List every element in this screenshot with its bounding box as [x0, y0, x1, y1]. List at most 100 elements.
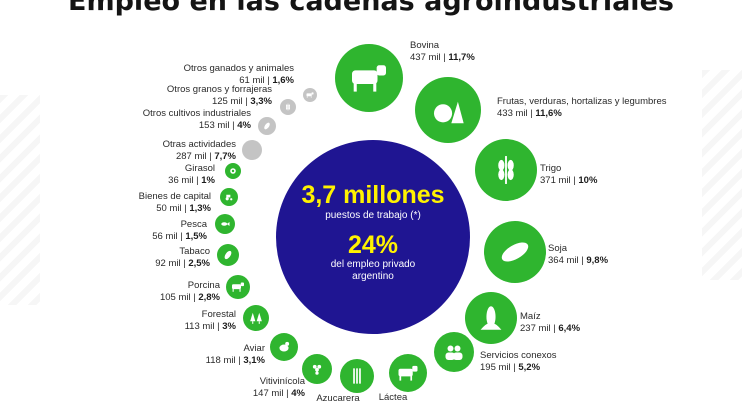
private-share-caption-2: argentino — [283, 271, 463, 283]
bubble-name: Otros cultivos industriales — [143, 108, 251, 120]
bubble-name: Maíz — [520, 311, 580, 323]
bubble-amount: 118 mil — [206, 355, 236, 366]
bubble-name: Aviar — [206, 343, 265, 355]
bubble-name: Forestal — [185, 309, 236, 321]
bubble-value: 50 mil | 1,3% — [139, 203, 211, 215]
sugarcane-icon — [353, 368, 361, 383]
bubble-amount: 92 mil — [155, 258, 180, 269]
bubble-amount: 113 mil — [185, 321, 215, 332]
bubble-amount: 56 mil — [152, 231, 177, 242]
bubble-share: 11,6% — [535, 108, 561, 119]
bubble-share: 1,6% — [272, 75, 294, 86]
bubble-share: 11,7% — [448, 52, 474, 63]
bubble-share: 3% — [222, 321, 236, 332]
bubble-amount: 105 mil — [160, 292, 191, 303]
bubble-17 — [242, 140, 262, 160]
bubble-share: 7,7% — [214, 151, 236, 162]
bubble-share: 9,8% — [586, 255, 608, 266]
bubble-share: 1% — [201, 175, 215, 186]
bubble-share: 5,2% — [518, 362, 540, 373]
private-share: 24% — [283, 231, 463, 259]
bubble-name: Bienes de capital — [139, 191, 211, 203]
bubble-value: 125 mil | 3,3% — [167, 96, 272, 108]
bubble-share: 1,3% — [189, 203, 211, 214]
bubble-share: 10% — [578, 175, 597, 186]
bubble-label-2: Frutas, verduras, hortalizas y legumbres… — [497, 96, 666, 119]
bubble-amount: 364 mil — [548, 255, 579, 266]
bubble-name: Tabaco — [155, 246, 210, 258]
bubble-name: Pesca — [152, 219, 207, 231]
bubble-name: Vitivinícola — [253, 376, 305, 388]
bubble-name: Trigo — [540, 163, 597, 175]
bubble-11 — [243, 305, 269, 331]
bubble-value: 195 mil | 5,2% — [480, 362, 557, 374]
bubble-amount: 50 mil — [156, 203, 181, 214]
total-jobs-caption: puestos de trabajo (*) — [283, 210, 463, 222]
bubble-label-8: Azucarera — [298, 393, 378, 405]
bubble-name: Azucarera — [298, 393, 378, 405]
center-summary: 3,7 millones puestos de trabajo (*) 24% … — [283, 181, 463, 283]
bubble-value: 437 mil | 11,7% — [410, 52, 475, 64]
bubble-value: 433 mil | 11,6% — [497, 108, 666, 120]
bubble-value: 61 mil | 1,6% — [184, 75, 294, 87]
bubble-value: 371 mil | 10% — [540, 175, 597, 187]
bubble-value: 92 mil | 2,5% — [155, 258, 210, 270]
wheat-icon — [498, 156, 514, 184]
bubble-share: 1,5% — [185, 231, 207, 242]
bubble-amount: 371 mil — [540, 175, 571, 186]
bubble-name: Otras actividades — [163, 139, 236, 151]
bubble-name: Bovina — [410, 40, 475, 52]
bubble-amount: 195 mil — [480, 362, 511, 373]
bubble-share: 3,3% — [250, 96, 272, 107]
bubble-value: 105 mil | 2,8% — [160, 292, 220, 304]
total-jobs: 3,7 millones — [283, 181, 463, 209]
bubble-name: Servicios conexos — [480, 350, 557, 362]
bubble-amount: 437 mil — [410, 52, 441, 63]
bubble-value: 153 mil | 4% — [143, 120, 251, 132]
bubble-value: 287 mil | 7,7% — [163, 151, 236, 163]
bubble-value: 56 mil | 1,5% — [152, 231, 207, 243]
bubble-name: Porcina — [160, 280, 220, 292]
private-share-caption-1: del empleo privado — [283, 259, 463, 271]
bubble-name: Soja — [548, 243, 608, 255]
bubble-amount: 153 mil — [199, 120, 230, 131]
bubble-share: 3,1% — [243, 355, 265, 366]
bubble-amount: 433 mil — [497, 108, 528, 119]
bubble-amount: 147 mil — [253, 388, 284, 399]
bubble-amount: 287 mil — [176, 151, 207, 162]
bubble-value: 113 mil | 3% — [185, 321, 236, 333]
bubble-share: 4% — [291, 388, 305, 399]
bubble-name: Girasol — [168, 163, 215, 175]
bubble-value: 147 mil | 4% — [253, 388, 305, 400]
bubble-name: Otros ganados y animales — [184, 63, 294, 75]
bubble-share: 4% — [237, 120, 251, 131]
bubble-amount: 36 mil — [168, 175, 193, 186]
bubble-value: 237 mil | 6,4% — [520, 323, 580, 335]
bubble-share: 2,5% — [188, 258, 210, 269]
bubble-value: 36 mil | 1% — [168, 175, 215, 187]
bubble-share: 2,8% — [198, 292, 220, 303]
bubble-share: 6,4% — [558, 323, 580, 334]
bubble-amount: 237 mil — [520, 323, 551, 334]
bubble-amount: 125 mil — [212, 96, 243, 107]
bubble-amount: 61 mil — [239, 75, 264, 86]
bubble-value: 364 mil | 9,8% — [548, 255, 608, 267]
